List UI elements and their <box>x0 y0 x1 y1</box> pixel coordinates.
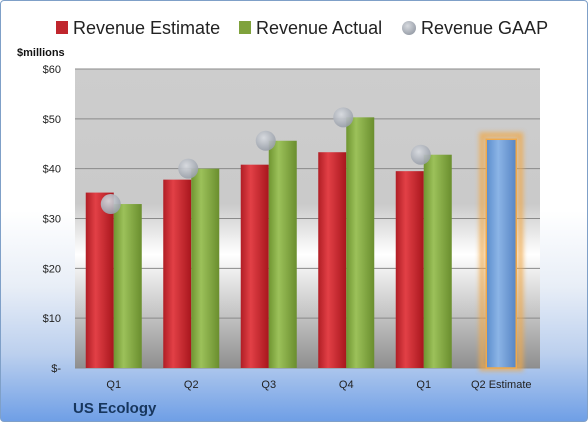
bar-revenue-estimate-2 <box>163 179 192 368</box>
x-tick-label-q1-5: Q1 <box>416 379 431 391</box>
legend: Revenue Estimate Revenue Actual Revenue … <box>56 18 548 38</box>
marker-revenue-gaap-4 <box>333 107 354 128</box>
y-tick-label-40: $40 <box>43 164 61 176</box>
legend-label-revenue-gaap: Revenue GAAP <box>421 18 548 38</box>
marker-revenue-gaap-5 <box>410 144 431 165</box>
bar-q2-estimate-group <box>479 132 524 371</box>
legend-marker-revenue-gaap <box>402 21 416 35</box>
y-tick-label-20: $20 <box>43 263 61 275</box>
legend-label-revenue-actual: Revenue Actual <box>256 18 382 38</box>
y-tick-label-30: $30 <box>43 214 61 226</box>
bar-revenue-estimate-3 <box>240 164 269 368</box>
bar-q2-estimate <box>485 138 517 369</box>
marker-revenue-gaap-3 <box>255 130 276 151</box>
marker-revenue-gaap-2 <box>178 158 199 179</box>
gaap-markers <box>100 107 431 215</box>
bar-revenue-estimate-5 <box>395 171 424 368</box>
x-tick-label-q3-3: Q3 <box>261 379 276 391</box>
bar-revenue-actual-3 <box>268 140 297 368</box>
legend-swatch-revenue-estimate <box>56 21 68 34</box>
x-tick-label-q2-2: Q2 <box>184 379 199 391</box>
y-axis-unit-label: $millions <box>17 47 65 59</box>
bar-revenue-actual-1 <box>113 204 142 368</box>
legend-swatch-revenue-actual <box>239 21 251 34</box>
x-tick-label-q2-estimate-6: Q2 Estimate <box>471 379 532 391</box>
legend-item-revenue-gaap: Revenue GAAP <box>402 18 548 38</box>
bar-revenue-actual-2 <box>191 168 220 368</box>
x-tick-labels: Q1 Q2 Q3 Q4 Q1 Q2 Estimate <box>106 379 531 391</box>
x-tick-label-q1-1: Q1 <box>106 379 121 391</box>
company-name: US Ecology <box>73 400 157 417</box>
y-tick-label-0: $- <box>51 363 61 375</box>
bar-revenue-actual-4 <box>346 117 375 368</box>
legend-item-revenue-estimate: Revenue Estimate <box>56 18 220 38</box>
bar-revenue-estimate-1 <box>85 192 114 368</box>
bars <box>85 117 524 371</box>
bar-revenue-actual-5 <box>423 154 452 368</box>
x-tick-label-q4-4: Q4 <box>339 379 354 391</box>
legend-label-revenue-estimate: Revenue Estimate <box>73 18 220 38</box>
y-tick-label-10: $10 <box>43 313 61 325</box>
y-tick-label-60: $60 <box>43 64 61 76</box>
bar-revenue-estimate-4 <box>318 152 347 368</box>
y-tick-labels: $- $10 $20 $30 $40 $50 $60 <box>43 64 62 375</box>
legend-item-revenue-actual: Revenue Actual <box>239 18 382 38</box>
marker-revenue-gaap-1 <box>100 194 121 215</box>
y-tick-label-50: $50 <box>43 114 61 126</box>
gridlines <box>75 68 540 369</box>
